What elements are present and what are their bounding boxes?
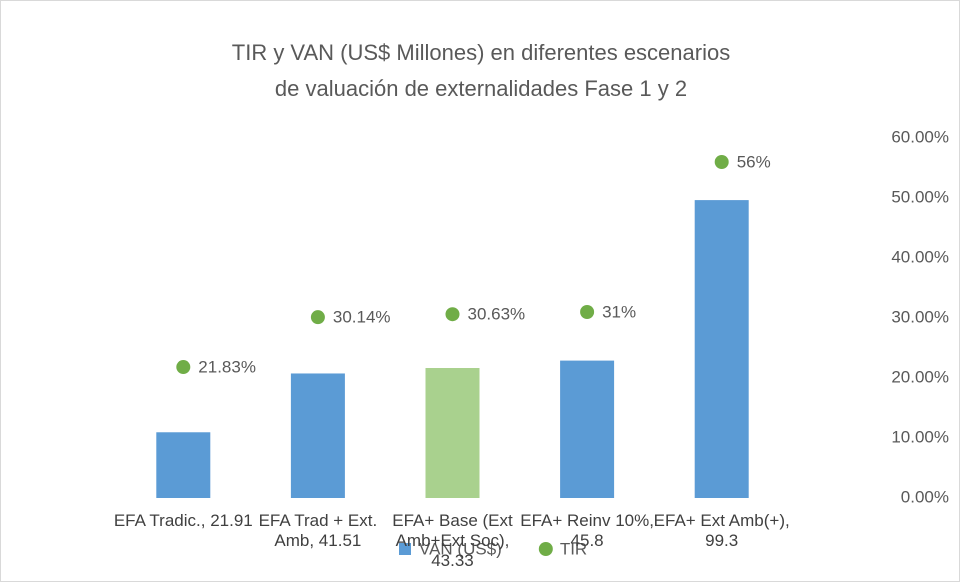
data-label: 30.63% [468,305,526,324]
data-label: EFA+ Ext Amb(+), 99.3 [653,511,790,550]
bar [156,432,211,498]
data-label: EFA+ Base (Ext Amb+Ext Soc), 43.33 [392,511,513,570]
bar [425,368,480,498]
data-label: EFA Tradic., 21.91 [113,511,253,530]
y2-tick-label: 40.00% [891,247,949,266]
tir-dot [580,305,595,319]
tir-dot [445,307,460,322]
y2-tick-label: 10.00% [891,427,949,446]
data-label: 56% [737,152,771,171]
bar [290,373,345,498]
y2-tick-label: 60.00% [891,127,949,146]
y2-tick-label: 20.00% [891,367,949,386]
data-label: 30.14% [333,308,391,327]
bar [560,360,615,498]
tir-dot [176,360,191,375]
y2-tick-label: 50.00% [891,187,949,206]
legend-swatch [538,542,553,556]
chart-title: TIR y VAN (US$ Millones) en diferentes e… [231,40,731,101]
y2-tick-label: 0.00% [901,487,949,506]
tir-dot [714,155,729,169]
legend-label: TIR [560,539,587,558]
data-label: 31% [602,302,636,321]
bar [694,200,749,498]
data-label: EFA Trad + Ext. Amb, 41.51 [258,511,378,550]
data-label: EFA+ Reinv 10%, 45.8 [520,511,654,550]
data-label: 21.83% [198,358,256,377]
legend-swatch [399,543,411,555]
y2-tick-label: 30.00% [891,307,949,326]
tir-dot [310,310,325,325]
legend-label: VAN (US$) [419,539,502,558]
